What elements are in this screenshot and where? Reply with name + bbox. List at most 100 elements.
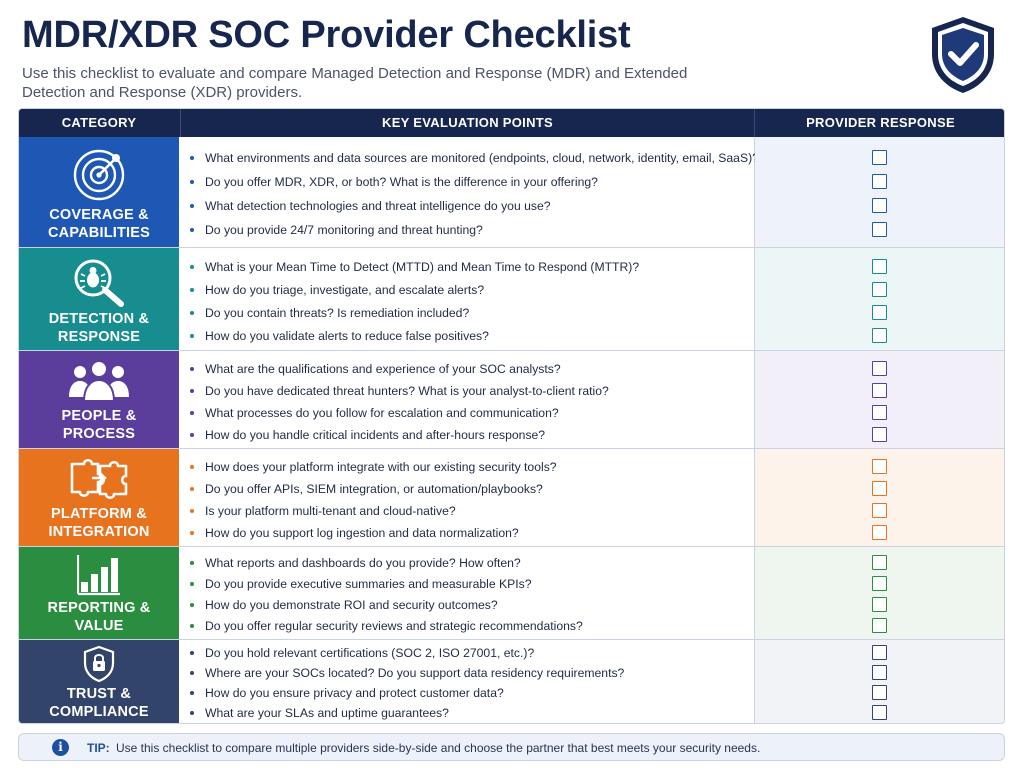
evaluation-question: How do you ensure privacy and protect cu… xyxy=(190,686,750,700)
response-checkbox[interactable] xyxy=(872,525,887,540)
evaluation-question: What environments and data sources are m… xyxy=(190,151,759,165)
bug-magnifier-icon xyxy=(74,259,124,307)
column-header-category: CATEGORY xyxy=(61,115,137,130)
radar-target-icon xyxy=(73,149,125,201)
response-cell xyxy=(755,547,1004,639)
shield-lock-icon xyxy=(83,645,115,683)
response-checkbox[interactable] xyxy=(872,597,887,612)
category-label-line1: PLATFORM & xyxy=(51,506,147,522)
response-cell xyxy=(755,449,1004,546)
evaluation-question: What processes do you follow for escalat… xyxy=(190,406,750,420)
category-label-line2: VALUE xyxy=(74,618,124,634)
questions-cell: Do you hold relevant certifications (SOC… xyxy=(180,640,755,723)
table-header: CATEGORY KEY EVALUATION POINTS PROVIDER … xyxy=(19,109,1004,137)
evaluation-question: How do you validate alerts to reduce fal… xyxy=(190,329,750,343)
response-cell xyxy=(755,248,1004,350)
response-checkbox[interactable] xyxy=(872,555,887,570)
category-label-line2: RESPONSE xyxy=(57,329,141,345)
response-checkbox[interactable] xyxy=(872,503,887,518)
puzzle-pieces-icon xyxy=(70,458,128,500)
category-cell: PEOPLE & PROCESS xyxy=(19,351,179,448)
category-label-line1: TRUST & xyxy=(66,686,132,702)
evaluation-question: Do you offer APIs, SIEM integration, or … xyxy=(190,482,750,496)
response-checkbox[interactable] xyxy=(872,405,887,420)
response-cell xyxy=(755,137,1004,247)
category-label-line1: REPORTING & xyxy=(47,600,151,616)
response-checkbox[interactable] xyxy=(872,427,887,442)
evaluation-question: How does your platform integrate with ou… xyxy=(190,460,750,474)
response-checkbox[interactable] xyxy=(872,459,887,474)
column-header-provider-response: PROVIDER RESPONSE xyxy=(806,115,955,130)
response-checkbox[interactable] xyxy=(872,685,887,700)
evaluation-question: How do you demonstrate ROI and security … xyxy=(190,598,750,612)
evaluation-question: Do you offer MDR, XDR, or both? What is … xyxy=(190,175,750,189)
category-label-line2: PROCESS xyxy=(62,426,136,442)
response-checkbox[interactable] xyxy=(872,383,887,398)
evaluation-question: Do you have dedicated threat hunters? Wh… xyxy=(190,384,750,398)
response-checkbox[interactable] xyxy=(872,198,887,213)
category-label-line1: PEOPLE & xyxy=(61,408,137,424)
info-icon: i xyxy=(52,739,69,756)
response-checkbox[interactable] xyxy=(872,705,887,720)
category-cell: PLATFORM & INTEGRATION xyxy=(19,449,179,546)
people-group-icon xyxy=(69,360,129,402)
response-checkbox[interactable] xyxy=(872,305,887,320)
response-checkbox[interactable] xyxy=(872,481,887,496)
evaluation-question: What are your SLAs and uptime guarantees… xyxy=(190,706,750,720)
tip-text: Use this checklist to compare multiple p… xyxy=(116,741,761,755)
evaluation-question: How do you handle critical incidents and… xyxy=(190,428,750,442)
category-cell: DETECTION & RESPONSE xyxy=(19,248,179,350)
category-label-line1: COVERAGE & xyxy=(49,207,149,223)
evaluation-question: Do you provide executive summaries and m… xyxy=(190,577,750,591)
evaluation-question: What reports and dashboards do you provi… xyxy=(190,556,750,570)
tip-label: TIP: xyxy=(87,741,110,755)
checklist-table: CATEGORY KEY EVALUATION POINTS PROVIDER … xyxy=(18,108,1005,724)
category-cell: TRUST & COMPLIANCE xyxy=(19,640,179,723)
page-subtitle: Use this checklist to evaluate and compa… xyxy=(22,65,688,101)
questions-cell: What is your Mean Time to Detect (MTTD) … xyxy=(180,248,755,350)
response-checkbox[interactable] xyxy=(872,665,887,680)
evaluation-question: Where are your SOCs located? Do you supp… xyxy=(190,666,750,680)
questions-cell: What reports and dashboards do you provi… xyxy=(180,547,755,639)
evaluation-question: Do you hold relevant certifications (SOC… xyxy=(190,646,750,660)
evaluation-question: Do you provide 24/7 monitoring and threa… xyxy=(190,223,750,237)
category-label-line2: CAPABILITIES xyxy=(47,225,151,241)
tip-banner: i TIP: Use this checklist to compare mul… xyxy=(18,733,1005,761)
response-checkbox[interactable] xyxy=(872,282,887,297)
response-checkbox[interactable] xyxy=(872,259,887,274)
questions-cell: What are the qualifications and experien… xyxy=(180,351,755,448)
response-checkbox[interactable] xyxy=(872,645,887,660)
evaluation-question: Do you contain threats? Is remediation i… xyxy=(190,306,750,320)
questions-cell: What environments and data sources are m… xyxy=(180,137,759,247)
bar-chart-icon xyxy=(77,555,120,596)
section-people-process: PEOPLE & PROCESS What are the qualificat… xyxy=(19,351,1004,449)
section-platform-integration: PLATFORM & INTEGRATION How does your pla… xyxy=(19,449,1004,547)
section-reporting-value: REPORTING & VALUE What reports and dashb… xyxy=(19,547,1004,640)
response-checkbox[interactable] xyxy=(872,222,887,237)
response-cell xyxy=(755,640,1004,723)
response-checkbox[interactable] xyxy=(872,576,887,591)
evaluation-question: What is your Mean Time to Detect (MTTD) … xyxy=(190,260,750,274)
section-coverage-capabilities: COVERAGE & CAPABILITIES What environment… xyxy=(19,137,1004,248)
response-checkbox[interactable] xyxy=(872,361,887,376)
response-checkbox[interactable] xyxy=(872,328,887,343)
response-checkbox[interactable] xyxy=(872,150,887,165)
section-detection-response: DETECTION & RESPONSE What is your Mean T… xyxy=(19,248,1004,351)
evaluation-question: Is your platform multi-tenant and cloud-… xyxy=(190,504,750,518)
evaluation-question: Do you offer regular security reviews an… xyxy=(190,619,750,633)
shield-check-icon xyxy=(932,17,994,93)
evaluation-question: How do you support log ingestion and dat… xyxy=(190,526,750,540)
category-cell: REPORTING & VALUE xyxy=(19,547,179,639)
page-title: MDR/XDR SOC Provider Checklist xyxy=(22,14,631,56)
response-cell xyxy=(755,351,1004,448)
response-checkbox[interactable] xyxy=(872,174,887,189)
category-label-line2: INTEGRATION xyxy=(48,524,150,540)
response-checkbox[interactable] xyxy=(872,618,887,633)
category-cell: COVERAGE & CAPABILITIES xyxy=(19,137,179,247)
column-header-key-points: KEY EVALUATION POINTS xyxy=(180,109,755,137)
section-trust-compliance: TRUST & COMPLIANCE Do you hold relevant … xyxy=(19,640,1004,723)
evaluation-question: What are the qualifications and experien… xyxy=(190,362,750,376)
evaluation-question: How do you triage, investigate, and esca… xyxy=(190,283,750,297)
category-label-line1: DETECTION & xyxy=(48,311,150,327)
category-label-line2: COMPLIANCE xyxy=(49,704,149,720)
